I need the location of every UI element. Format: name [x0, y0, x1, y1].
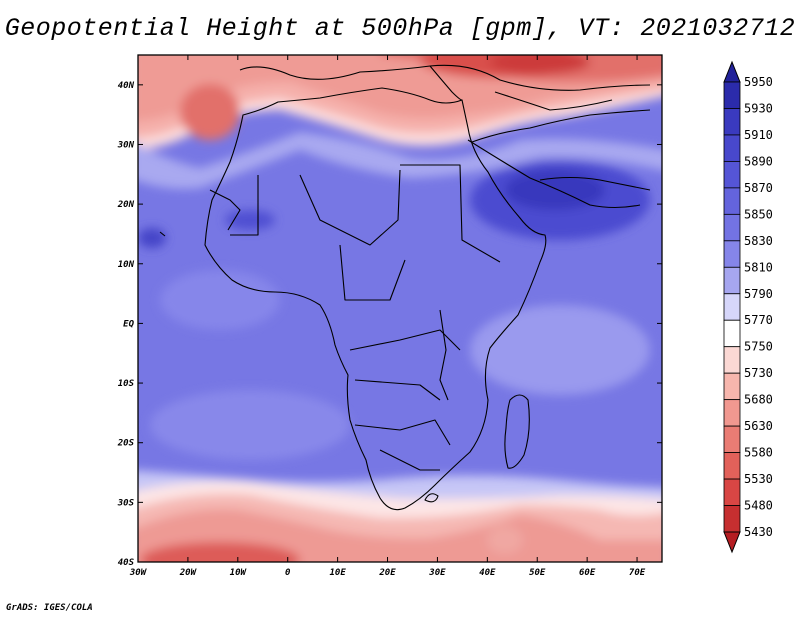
colorbar-segment — [723, 81, 741, 109]
colorbar-label: 5530 — [744, 472, 773, 486]
colorbar-label: 5910 — [744, 128, 773, 142]
colorbar-label: 5790 — [744, 287, 773, 301]
map-frame — [137, 54, 663, 563]
colorbar-segment — [723, 399, 741, 427]
lon-tick-label: 30E — [428, 568, 446, 578]
colorbar-segment — [723, 60, 741, 83]
lon-tick-label: 10E — [329, 568, 346, 578]
colorbar-label: 5680 — [744, 393, 773, 407]
colorbar-label: 5430 — [744, 525, 773, 539]
lat-tick-label: EQ — [123, 319, 134, 329]
lon-tick-label: 70E — [629, 568, 646, 578]
colorbar-label: 5870 — [744, 181, 773, 195]
colorbar-segment — [723, 505, 741, 533]
lon-tick-label: 50E — [529, 568, 546, 578]
colorbar-label: 5890 — [744, 154, 773, 168]
colorbar-label: 5830 — [744, 234, 773, 248]
lon-tick-label: 30W — [129, 568, 148, 578]
colorbar-segment — [723, 108, 741, 136]
lon-tick-label: 10W — [230, 568, 248, 578]
colorbar-segment — [723, 134, 741, 162]
colorbar-label: 5950 — [744, 75, 773, 89]
lon-tick-label: 20E — [378, 568, 396, 578]
lat-tick-label: 30N — [117, 140, 135, 150]
colorbar-segment — [723, 425, 741, 453]
coastlines-and-borders — [159, 64, 651, 511]
lon-tick-label: 20W — [179, 568, 198, 578]
colorbar-segment — [723, 372, 741, 401]
latitude-axis: 40N 30N 20N 10N EQ 10S 20S 30S 40S — [117, 81, 662, 568]
colorbar-segment — [723, 240, 741, 268]
colorbar-segment — [723, 346, 741, 374]
colorbar-label: 5850 — [744, 207, 773, 221]
colorbar-segment — [723, 293, 741, 321]
colorbar-segment — [723, 266, 741, 295]
grads-credit: GrADS: IGES/COLA — [6, 603, 93, 613]
lat-tick-label: 20N — [117, 200, 135, 210]
lat-tick-label: 40N — [118, 81, 135, 91]
lon-tick-label: 0 — [285, 568, 291, 578]
colorbar-segment — [723, 187, 741, 215]
lat-tick-label: 40S — [118, 558, 135, 568]
colorbar-segment — [723, 161, 741, 189]
longitude-axis: 30W 20W 10W 0 10E 20E 30E 40E 50E 60E 70E — [129, 55, 646, 578]
colorbar-segment — [723, 213, 741, 242]
colorbar-label: 5480 — [744, 499, 773, 513]
colorbar-label: 5630 — [744, 419, 773, 433]
colorbar-label: 5770 — [744, 313, 773, 327]
lat-tick-label: 20S — [117, 439, 135, 449]
colorbar-label: 5810 — [744, 260, 773, 274]
colorbar-label: 5930 — [744, 101, 773, 115]
lat-tick-label: 30S — [117, 498, 135, 508]
lat-tick-label: 10N — [118, 260, 135, 270]
colorbar-label: 5730 — [744, 366, 773, 380]
colorbar-segment — [723, 319, 741, 348]
colorbar-segment — [723, 478, 741, 506]
lon-tick-label: 40E — [479, 568, 496, 578]
colorbar-segment — [723, 452, 741, 480]
colorbar-label: 5580 — [744, 446, 773, 460]
lat-tick-label: 10S — [118, 379, 135, 389]
colorbar: 5950 5930 5910 5890 5870 5850 5830 5810 5790 5770… — [723, 60, 773, 554]
colorbar-segment — [723, 531, 741, 554]
geopotential-field — [138, 55, 662, 562]
map-title: Geopotential Height at 500hPa [gpm], VT:… — [4, 14, 796, 43]
colorbar-label: 5750 — [744, 340, 773, 354]
lon-tick-label: 60E — [579, 568, 596, 578]
